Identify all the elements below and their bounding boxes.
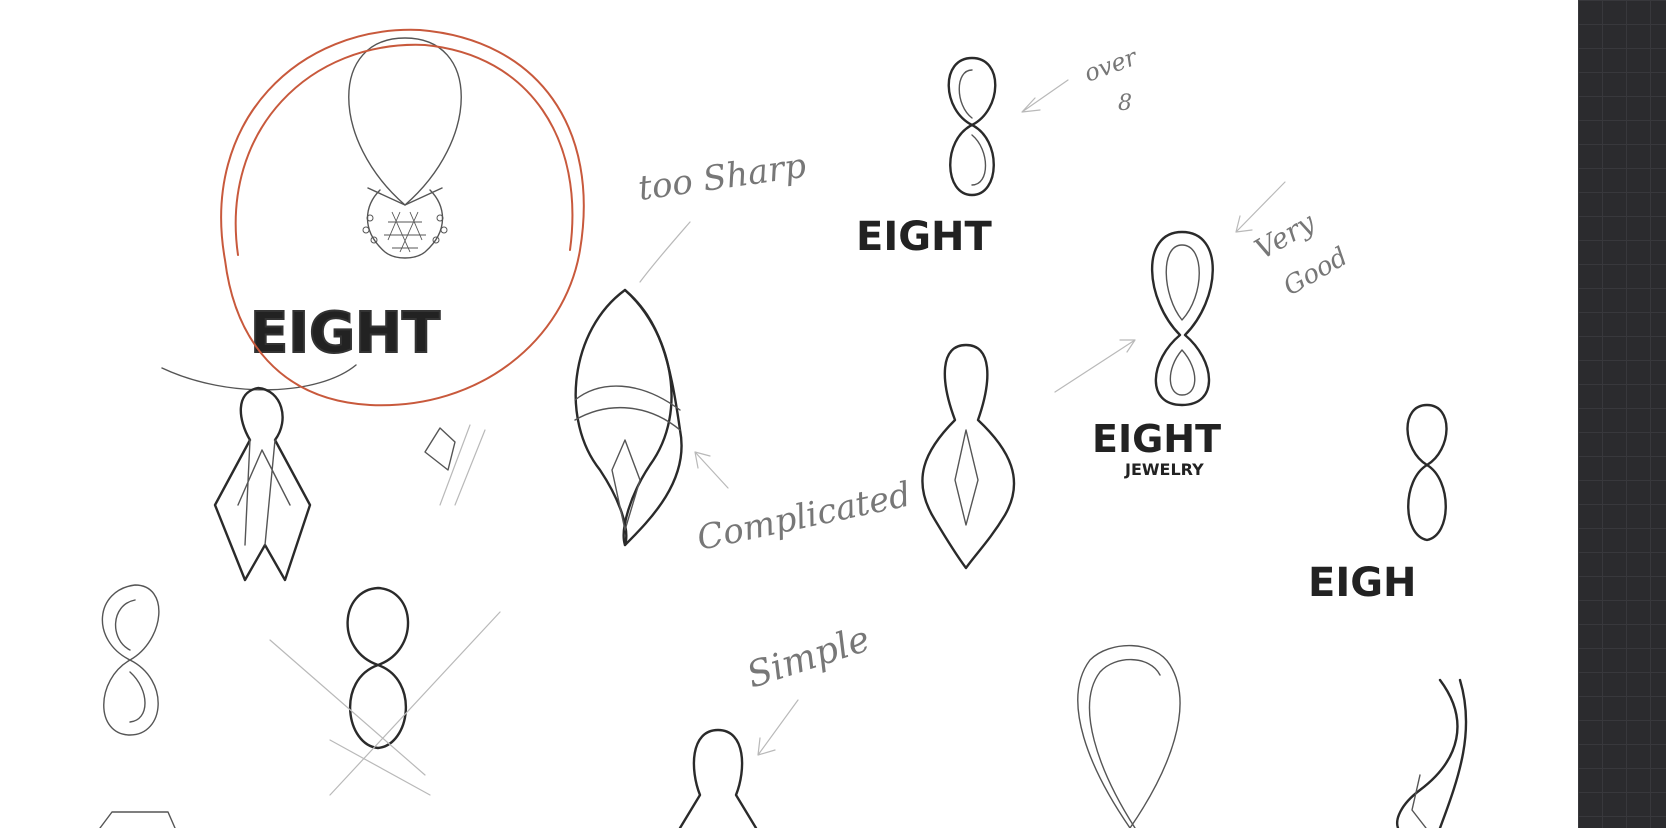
arrow-complicated — [694, 451, 729, 489]
cup-doodle — [99, 811, 176, 828]
arrow-over — [1021, 79, 1069, 113]
note-over: over — [1080, 42, 1141, 87]
loop-mark-bottom-right — [1077, 644, 1181, 828]
swash-stroke — [161, 364, 357, 391]
note-simple: Simple — [742, 619, 875, 697]
edge-eight-mark — [1406, 403, 1448, 542]
wordmark-top: EIGHT — [856, 214, 993, 260]
note-over-mark: 8 — [1118, 91, 1132, 116]
side-panel[interactable] — [1578, 0, 1666, 828]
ribbon-mark-left — [213, 386, 312, 582]
drop-mark-center — [921, 343, 1016, 570]
highlight-circle — [220, 28, 585, 407]
ribbon-mark-bottom-right — [1396, 678, 1468, 828]
arrow-very-good — [1235, 181, 1286, 233]
main-concept-mark — [348, 37, 462, 259]
sketch-artwork: EIGHT EIGHT — [99, 28, 1468, 828]
loop-mark-bottom-left — [101, 584, 160, 736]
top-eight-mark — [947, 56, 997, 197]
note-too-sharp: too Sharp — [636, 146, 809, 209]
complicated-mark — [574, 288, 683, 547]
sketch-canvas[interactable]: EIGHT EIGHT — [0, 0, 1578, 828]
simple-mark — [678, 728, 758, 828]
very-good-mark — [1151, 230, 1214, 407]
wordmark-main: EIGHT — [250, 301, 440, 366]
arrow-center-right — [1054, 339, 1136, 393]
eight-mark-bottom — [269, 586, 501, 796]
wordmark-right: EIGHT — [1092, 417, 1221, 461]
wordmark-right-sub: JEWELRY — [1124, 460, 1204, 479]
arrow-too-sharp — [639, 221, 691, 283]
arrow-simple — [757, 699, 799, 756]
wordmark-edge: EIGH — [1308, 560, 1417, 606]
diamond-doodle — [424, 424, 486, 506]
